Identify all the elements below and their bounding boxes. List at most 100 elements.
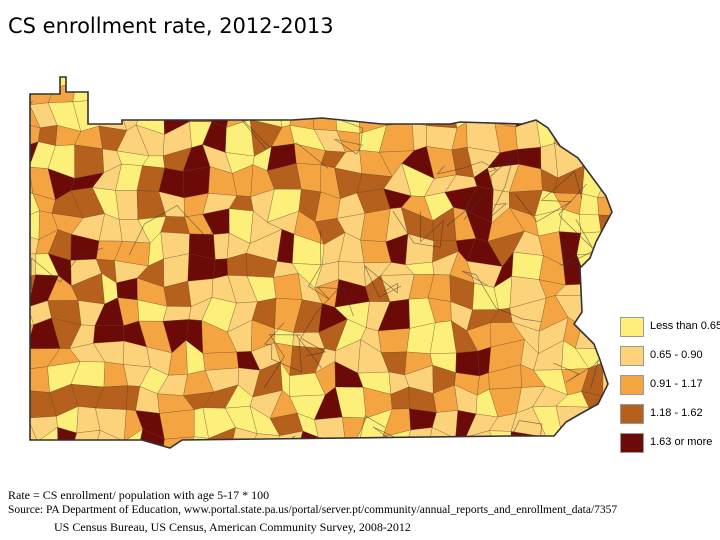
county-boundary [515, 170, 583, 223]
district-area [124, 456, 151, 472]
county-boundary [262, 435, 296, 448]
district-area [70, 77, 101, 83]
district-area [377, 88, 407, 107]
district-area [556, 77, 584, 109]
county-boundary [263, 334, 323, 389]
district-area [311, 436, 346, 448]
district-area [585, 407, 612, 437]
district-area [139, 77, 171, 91]
district-area [406, 77, 431, 90]
district-area [411, 121, 427, 152]
county-boundary [308, 230, 347, 300]
map-legend: Less than 0.65 0.65 - 0.90 0.91 - 1.17 1.18… [618, 314, 720, 459]
district-area [201, 77, 233, 110]
district-area [367, 453, 383, 472]
district-area [597, 166, 612, 198]
district-area [249, 77, 271, 82]
district-area [429, 82, 452, 112]
district-area [157, 451, 188, 472]
district-area [22, 451, 39, 472]
district-area [405, 102, 430, 127]
district-area [115, 77, 146, 99]
district-area [30, 210, 40, 240]
district-area [556, 77, 579, 89]
district-area [248, 454, 276, 472]
county-boundary [128, 205, 214, 256]
district-area [519, 85, 542, 113]
district-area [224, 471, 260, 472]
district-area [92, 456, 126, 472]
district-area [587, 283, 605, 301]
county-boundary [330, 116, 364, 155]
district-area [270, 81, 301, 108]
district-area [299, 77, 319, 91]
district-area [48, 454, 82, 472]
district-area [202, 351, 239, 371]
district-area [487, 77, 524, 109]
legend-label: 1.18 - 1.62 [650, 407, 703, 419]
district-area [545, 437, 564, 448]
district-area [273, 273, 303, 301]
district-area [182, 166, 211, 199]
district-area [466, 104, 498, 124]
district-area [466, 77, 498, 112]
legend-item: Less than 0.65 [618, 314, 720, 343]
county-boundary [558, 183, 593, 249]
legend-label: 0.65 - 0.90 [650, 349, 703, 361]
district-area [465, 77, 492, 80]
district-area [30, 77, 33, 84]
district-area [186, 103, 213, 123]
legend-swatch [620, 404, 644, 424]
legend-swatch [620, 317, 644, 337]
district-area [333, 80, 365, 103]
county-boundary [488, 151, 514, 219]
district-area [620, 72, 622, 88]
county-boundary [400, 448, 444, 472]
district-area [608, 120, 612, 156]
district-area [74, 144, 105, 179]
district-area [620, 167, 622, 196]
district-area [189, 77, 214, 89]
district-area [444, 77, 480, 88]
district-area [360, 208, 391, 243]
legend-item: 1.18 - 1.62 [618, 401, 718, 430]
district-area [289, 102, 315, 130]
district-area [296, 452, 314, 472]
district-area [377, 102, 413, 126]
county-boundary [372, 426, 409, 448]
district-area [182, 451, 213, 472]
district-area [159, 409, 195, 440]
district-area [136, 461, 162, 472]
district-area [312, 80, 335, 112]
district-area [621, 232, 622, 264]
district-area [383, 453, 407, 472]
district-tiles [22, 72, 622, 472]
district-area [576, 452, 599, 472]
district-area [498, 451, 519, 472]
legend-item: 0.65 - 0.90 [618, 343, 718, 372]
district-area [576, 253, 610, 285]
county-boundary [461, 270, 542, 323]
district-area [209, 77, 233, 86]
source-line-2: US Census Bureau, US Census, American Co… [54, 520, 411, 534]
district-area [225, 77, 261, 82]
district-area [334, 450, 371, 472]
map-title: CS enrollment rate, 2012-2013 [8, 14, 334, 38]
district-area [577, 77, 610, 112]
district-area [334, 98, 361, 134]
district-area [162, 305, 192, 322]
district-area [357, 81, 379, 107]
district-area [423, 77, 450, 88]
district-area [422, 459, 454, 472]
district-area [98, 97, 128, 131]
district-area [453, 455, 470, 472]
district-area [22, 390, 28, 418]
county-boundary [300, 283, 354, 357]
district-area [213, 232, 230, 260]
district-area [540, 77, 566, 89]
district-area [607, 154, 612, 175]
district-area [537, 452, 562, 472]
district-area [598, 77, 612, 89]
district-area [581, 295, 605, 327]
district-area [467, 451, 500, 472]
